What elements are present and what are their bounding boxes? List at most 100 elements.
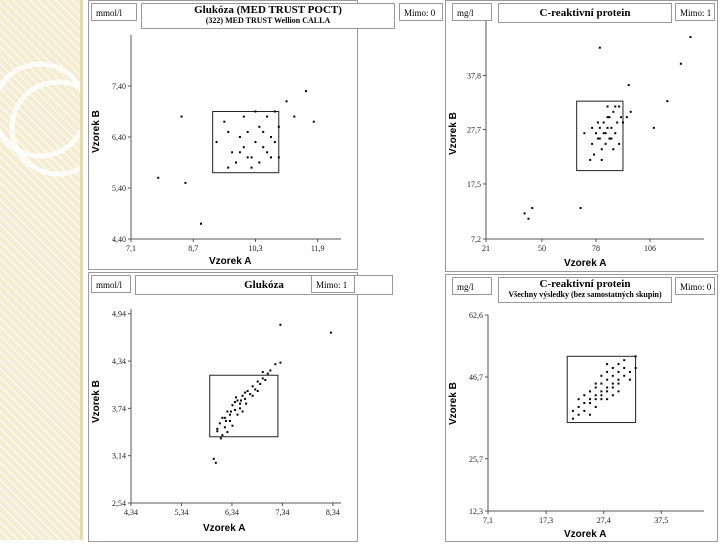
data-point — [180, 115, 183, 118]
data-point — [270, 136, 272, 138]
data-point — [598, 46, 601, 49]
y-axis-label: Vzorek B — [91, 110, 102, 153]
data-point — [245, 402, 248, 405]
data-point — [589, 413, 592, 416]
data-point — [251, 394, 254, 397]
data-point — [242, 115, 245, 118]
data-point — [611, 386, 614, 389]
data-point — [606, 390, 609, 393]
data-point — [598, 126, 601, 129]
y-tick-label: 2,54 — [112, 499, 126, 508]
data-point — [246, 390, 249, 393]
data-point — [627, 84, 630, 87]
data-point — [617, 370, 620, 373]
scatter-plot: 37,8 27,7 17,5 7,221 50 78 106 — [467, 21, 704, 253]
data-point — [611, 382, 614, 385]
data-point — [577, 398, 580, 401]
data-point — [238, 136, 241, 138]
x-tick-label: 37,5 — [654, 516, 668, 525]
y-axis-label: Vzorek B — [448, 112, 459, 155]
data-point — [233, 401, 236, 404]
data-point — [523, 212, 526, 215]
data-point — [226, 410, 229, 413]
chart-panel-glucose-medtrust: mmol/l Glukóza (MED TRUST POCT) (322) ME… — [88, 0, 443, 270]
data-point — [531, 207, 534, 210]
data-point — [279, 323, 282, 326]
data-point — [628, 370, 631, 373]
data-point — [236, 413, 239, 416]
y-tick-label: 6,40 — [112, 133, 126, 142]
acceptance-box — [209, 374, 279, 438]
chart-title-text: Glukóza — [244, 279, 284, 291]
data-point — [591, 142, 594, 145]
data-point — [614, 132, 617, 135]
x-axis-label: Vzorek A — [203, 523, 246, 534]
data-point — [594, 386, 597, 389]
data-point — [634, 366, 637, 369]
data-point — [279, 361, 282, 364]
data-point — [527, 217, 530, 220]
x-tick-label: 7,34 — [275, 508, 289, 517]
data-point — [224, 419, 227, 422]
data-point — [608, 137, 611, 140]
sidebar-edge — [80, 0, 83, 540]
data-point — [231, 424, 234, 427]
chart-panel-glucose: mmol/l Glukóza Mimo: 1 4,94 4,34 3,74 3,14 2… — [88, 272, 393, 542]
data-point — [244, 397, 247, 400]
y-tick-label: 4,94 — [112, 310, 126, 319]
data-point — [221, 416, 224, 419]
x-tick-label: 7,1 — [126, 244, 136, 253]
data-point — [246, 130, 249, 133]
data-point — [583, 402, 586, 405]
data-point — [246, 156, 249, 159]
data-point — [602, 121, 605, 124]
data-point — [610, 126, 613, 129]
data-point — [679, 62, 682, 65]
unit-label: mmol/l — [91, 3, 137, 21]
data-point — [258, 125, 261, 128]
data-point — [261, 377, 264, 380]
mimo-label: Mimo: 0 — [399, 3, 443, 21]
data-point — [256, 390, 259, 393]
data-point — [600, 398, 603, 401]
chart-subtitle: (322) MED TRUST Wellion CALLA — [205, 16, 331, 25]
x-axis-label: Vzorek A — [564, 529, 607, 540]
x-tick-label: 4,34 — [124, 508, 138, 517]
data-point — [623, 374, 626, 377]
data-point — [231, 404, 234, 407]
data-point — [221, 434, 224, 437]
data-point — [214, 461, 217, 464]
mimo-label: Mimo: 1 — [311, 275, 355, 293]
data-point — [611, 374, 614, 377]
data-point — [618, 105, 621, 108]
chart-title-text: C-reaktivní protein — [539, 7, 631, 19]
data-point — [577, 405, 580, 408]
data-point — [235, 161, 237, 164]
data-point — [256, 380, 259, 383]
data-point — [606, 398, 609, 401]
data-point — [606, 378, 609, 381]
data-point — [223, 120, 226, 123]
data-point — [329, 331, 332, 334]
x-tick-label: 50 — [538, 244, 546, 253]
data-point — [273, 110, 276, 113]
chart-title-text: Glukóza (MED TRUST POCT) — [194, 4, 342, 16]
data-point — [250, 156, 253, 159]
data-point — [228, 419, 231, 422]
data-point — [600, 158, 603, 161]
data-point — [600, 374, 603, 377]
mimo-label: Mimo: 1 — [675, 3, 715, 21]
data-point — [305, 90, 307, 93]
unit-label: mmol/l — [91, 275, 131, 293]
y-tick-label: 4,40 — [112, 235, 126, 244]
y-tick-label: 3,14 — [112, 452, 126, 461]
y-tick-label: 62,6 — [469, 311, 483, 320]
data-point — [236, 399, 239, 402]
data-point — [277, 125, 280, 128]
data-point — [312, 120, 315, 123]
data-point — [618, 142, 621, 145]
data-point — [231, 151, 234, 154]
data-point — [571, 409, 574, 412]
data-point — [598, 137, 601, 140]
scatter-plot: 62,6 46,7 25,7 12,37,1 17,3 27,4 37,5 — [469, 311, 704, 525]
